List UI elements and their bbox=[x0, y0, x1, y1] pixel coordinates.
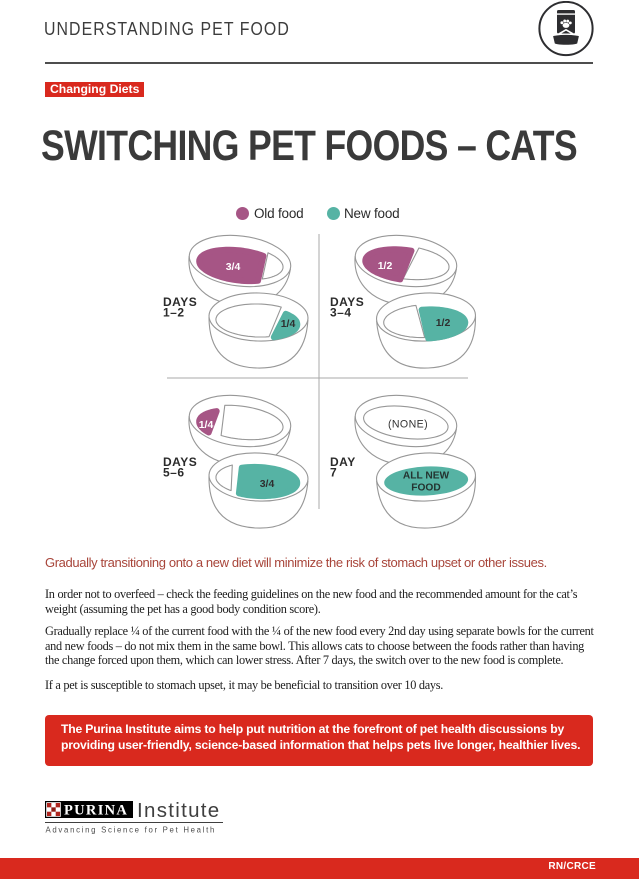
svg-text:(NONE): (NONE) bbox=[388, 419, 428, 431]
svg-text:PURINA: PURINA bbox=[64, 803, 128, 819]
svg-text:1/2: 1/2 bbox=[378, 260, 393, 272]
svg-text:DAYS: DAYS bbox=[330, 295, 364, 309]
svg-text:ALL NEW: ALL NEW bbox=[403, 471, 450, 482]
svg-text:1–2: 1–2 bbox=[163, 306, 185, 320]
svg-text:Institute: Institute bbox=[137, 801, 221, 822]
svg-text:5–6: 5–6 bbox=[163, 466, 185, 480]
svg-text:3–4: 3–4 bbox=[330, 306, 352, 320]
svg-text:1/4: 1/4 bbox=[281, 318, 296, 330]
svg-text:DAY: DAY bbox=[330, 455, 356, 469]
svg-text:1/2: 1/2 bbox=[436, 317, 451, 329]
svg-text:DAYS: DAYS bbox=[163, 455, 197, 469]
svg-text:7: 7 bbox=[330, 466, 337, 480]
svg-text:1/4: 1/4 bbox=[199, 419, 214, 431]
svg-text:Advancing Science for Pet Heal: Advancing Science for Pet Health bbox=[46, 826, 217, 835]
svg-text:3/4: 3/4 bbox=[226, 261, 241, 273]
svg-text:FOOD: FOOD bbox=[411, 483, 440, 494]
svg-text:DAYS: DAYS bbox=[163, 295, 197, 309]
svg-text:3/4: 3/4 bbox=[260, 478, 275, 490]
